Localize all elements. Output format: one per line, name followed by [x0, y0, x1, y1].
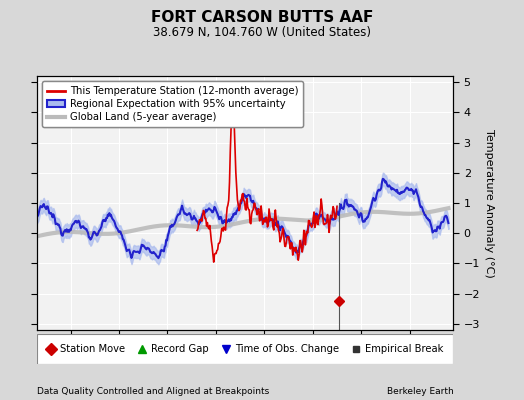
- Legend: This Temperature Station (12-month average), Regional Expectation with 95% uncer: This Temperature Station (12-month avera…: [42, 81, 303, 127]
- Text: 38.679 N, 104.760 W (United States): 38.679 N, 104.760 W (United States): [153, 26, 371, 39]
- Legend: Station Move, Record Gap, Time of Obs. Change, Empirical Break: Station Move, Record Gap, Time of Obs. C…: [42, 340, 447, 358]
- Text: Berkeley Earth: Berkeley Earth: [387, 387, 453, 396]
- Text: FORT CARSON BUTTS AAF: FORT CARSON BUTTS AAF: [151, 10, 373, 25]
- Text: Data Quality Controlled and Aligned at Breakpoints: Data Quality Controlled and Aligned at B…: [37, 387, 269, 396]
- Y-axis label: Temperature Anomaly (°C): Temperature Anomaly (°C): [484, 129, 494, 277]
- FancyBboxPatch shape: [37, 334, 453, 364]
